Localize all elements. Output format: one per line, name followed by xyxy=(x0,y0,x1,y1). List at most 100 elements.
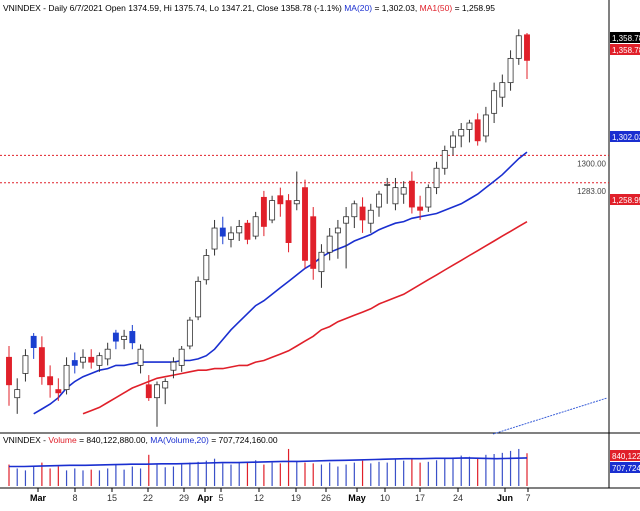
candle-body xyxy=(6,356,12,386)
candle-body xyxy=(269,200,276,221)
candle xyxy=(458,123,465,148)
candle xyxy=(228,226,234,248)
price-tag-ma20: 1,302.03 xyxy=(610,131,640,142)
candle-body xyxy=(425,187,432,208)
candle xyxy=(474,113,481,146)
candle xyxy=(88,349,95,369)
candle-body xyxy=(260,196,267,227)
candle xyxy=(186,316,193,350)
candle-body xyxy=(359,206,366,221)
candle-body xyxy=(376,193,382,208)
svg-text:707,724: 707,724 xyxy=(612,464,640,473)
svg-text:1,358.78: 1,358.78 xyxy=(612,34,640,43)
candle-body xyxy=(88,356,95,363)
candle xyxy=(38,336,45,385)
candle xyxy=(376,190,382,217)
ma20-line xyxy=(33,151,528,415)
candle xyxy=(219,216,226,245)
volume-ma-line xyxy=(9,457,528,468)
candle-body xyxy=(14,389,21,399)
candle xyxy=(285,194,292,253)
candle xyxy=(145,375,152,401)
candle-body xyxy=(38,347,45,378)
x-tick-label: 22 xyxy=(143,493,153,503)
candle-body xyxy=(507,57,514,84)
x-tick-label: 5 xyxy=(218,493,223,503)
candle xyxy=(302,179,308,269)
price-tag-ma50: 1,258.95 xyxy=(610,194,640,205)
candle xyxy=(162,378,169,405)
x-tick-label: 19 xyxy=(291,493,301,503)
candle xyxy=(524,32,530,80)
x-tick-label: 7 xyxy=(525,493,530,503)
candle-body xyxy=(63,364,70,391)
x-tick-label: Jun xyxy=(497,493,513,503)
candle xyxy=(318,244,325,288)
candle-body xyxy=(482,114,489,137)
candle xyxy=(359,197,366,233)
candle xyxy=(22,349,29,382)
x-tick-label: Mar xyxy=(30,493,47,503)
candle-body xyxy=(334,227,341,234)
candle-body xyxy=(277,195,284,205)
candle xyxy=(252,211,259,240)
candle xyxy=(277,187,284,217)
candle-body xyxy=(474,119,481,142)
candle-body xyxy=(351,203,358,218)
candle-body xyxy=(162,381,169,389)
candle xyxy=(269,195,276,224)
trend-line xyxy=(492,397,608,435)
header-ma20-value: = 1,302.03, xyxy=(372,3,417,13)
candle-body xyxy=(326,235,333,253)
candle-body xyxy=(367,209,374,224)
candle xyxy=(137,344,144,374)
candle-body xyxy=(302,187,308,261)
candle-body xyxy=(466,122,473,130)
candle-body xyxy=(417,206,424,211)
vol-header-symbol: VNINDEX xyxy=(3,435,41,445)
svg-text:840,122: 840,122 xyxy=(612,452,640,461)
x-tick-label: 26 xyxy=(321,493,331,503)
candle xyxy=(450,131,456,156)
candle xyxy=(433,161,440,195)
candle-body xyxy=(203,255,210,281)
candle-body xyxy=(400,187,407,195)
candle-body xyxy=(121,335,128,340)
candle xyxy=(129,324,136,350)
candle xyxy=(112,329,119,350)
candle-body xyxy=(228,232,234,240)
candle xyxy=(6,345,12,406)
candle xyxy=(417,195,424,220)
x-tick-label: 29 xyxy=(179,493,189,503)
candle-body xyxy=(80,356,86,363)
vol-header-value: = 840,122,880.00, xyxy=(77,435,148,445)
candle-body xyxy=(47,376,54,386)
candle xyxy=(30,333,37,359)
price-header: VNINDEX - Daily 6/7/2021 Open 1374.59, H… xyxy=(3,3,495,13)
volume-tag: 840,122 xyxy=(610,450,640,461)
candle xyxy=(104,342,111,366)
candle-body xyxy=(55,389,62,394)
candle-body xyxy=(104,348,111,360)
ma50-line xyxy=(82,221,528,415)
candle-body xyxy=(441,150,448,169)
candle xyxy=(47,365,54,398)
header-period: Daily 6/7/2021 xyxy=(48,3,103,13)
x-ticks-layer: Mar 8 15 22 29 Apr 5 12 19 26 May 10 17 24 Jun 7 xyxy=(30,488,531,503)
candle xyxy=(236,219,243,241)
candle-body xyxy=(137,348,144,366)
candle-body xyxy=(219,227,226,237)
candle-body xyxy=(310,216,317,269)
x-tick-label: 10 xyxy=(380,493,390,503)
candle xyxy=(170,357,177,379)
candle xyxy=(400,181,407,204)
candle xyxy=(408,171,415,214)
candle xyxy=(482,106,489,143)
candle xyxy=(491,82,498,124)
volume-header: VNINDEX - Volume = 840,122,880.00, MA(Vo… xyxy=(3,435,278,445)
header-symbol: VNINDEX xyxy=(3,3,41,13)
candle xyxy=(260,190,267,237)
header-ma50-label: MA1(50) xyxy=(420,3,453,13)
